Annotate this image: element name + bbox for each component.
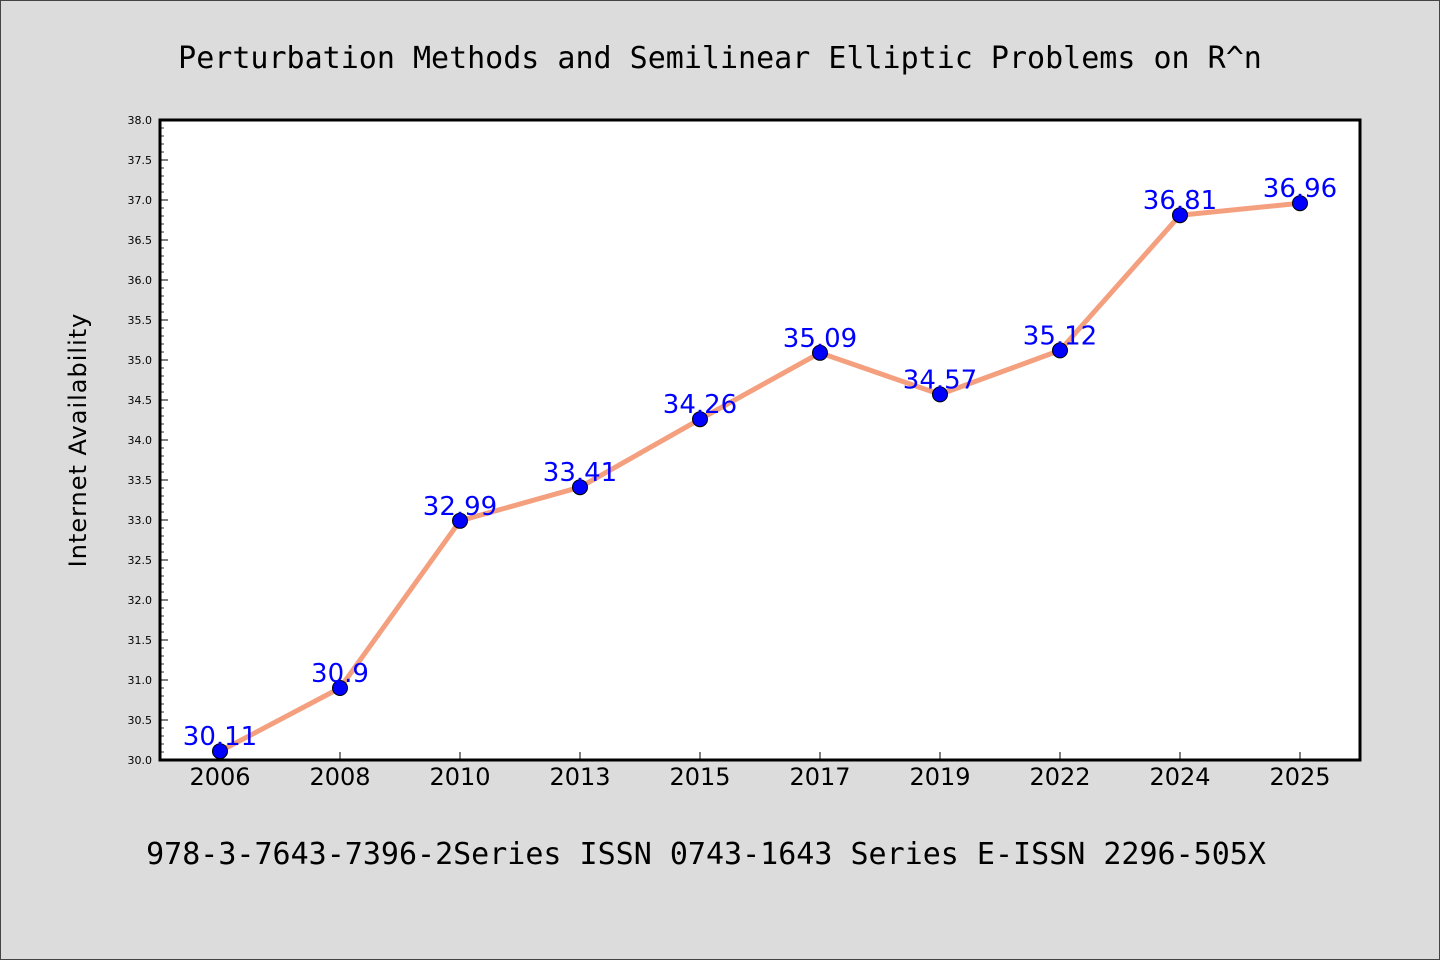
chart-title: Perturbation Methods and Semilinear Elli… (178, 41, 1262, 76)
x-tick-label: 2019 (909, 763, 970, 791)
y-tick-label: 35.0 (128, 354, 153, 367)
data-label: 32.99 (423, 492, 497, 522)
data-label: 35.12 (1023, 321, 1097, 351)
data-point (452, 512, 468, 529)
data-label: 30.11 (183, 722, 257, 752)
y-tick-label: 33.5 (128, 474, 153, 487)
data-label: 33.41 (543, 458, 617, 488)
data-point (332, 680, 348, 696)
x-tick-label: 2013 (549, 763, 610, 791)
x-tick-label: 2015 (669, 763, 730, 791)
y-tick-label: 30.5 (128, 714, 153, 727)
x-tick-label: 2025 (1269, 763, 1330, 791)
x-tick-label: 2022 (1029, 763, 1090, 791)
footer-text: 978-3-7643-7396-2Series ISSN 0743-1643 S… (146, 837, 1266, 872)
x-tick-label: 2017 (789, 763, 850, 791)
y-tick-label: 31.0 (128, 674, 153, 687)
x-tick-label: 2010 (429, 763, 490, 791)
y-tick-label: 36.0 (128, 274, 153, 287)
series-line (217, 200, 1303, 754)
x-tick-label: 2006 (189, 763, 250, 791)
data-label: 36.96 (1263, 174, 1337, 204)
data-point (812, 344, 828, 361)
x-tick-label: 2008 (309, 763, 370, 791)
data-label: 34.57 (903, 365, 977, 395)
data-label: 34.26 (663, 390, 737, 420)
data-point (1172, 207, 1188, 224)
x-axis-ticks: 2006 2008 2010 2013 2015 2017 2019 2022 2024 2025 (189, 752, 1331, 791)
data-point (932, 386, 948, 403)
series-markers (212, 195, 1308, 760)
y-tick-label: 33.0 (128, 514, 153, 527)
y-tick-label: 37.0 (128, 194, 153, 207)
y-tick-label: 32.5 (128, 554, 153, 567)
data-point (692, 411, 708, 428)
data-label: 30.9 (311, 659, 369, 689)
plot-area (160, 120, 1360, 760)
y-tick-label: 30.0 (128, 754, 153, 767)
x-tick-label: 2024 (1149, 763, 1210, 791)
series-line-group (217, 200, 1303, 754)
data-point (1052, 342, 1068, 359)
y-tick-label: 37.5 (128, 154, 153, 167)
y-axis-label: Internet Availability (64, 313, 92, 568)
y-tick-label: 31.5 (128, 634, 153, 647)
y-axis-ticks: 30.0 30.5 31.0 31.5 32.0 32.5 33.0 33.5 34.0 34.5… (128, 114, 168, 767)
data-point (572, 479, 588, 496)
data-label: 35.09 (783, 324, 857, 354)
y-tick-label: 38.0 (128, 114, 153, 127)
plot-frame (158, 118, 1362, 762)
y-tick-label: 34.5 (128, 394, 153, 407)
y-tick-label: 32.0 (128, 594, 153, 607)
data-labels: 30.11 30.9 32.99 33.41 34.26 35.09 34.57 35.12 3… (183, 174, 1337, 752)
data-point (1292, 195, 1308, 212)
y-tick-label: 36.5 (128, 234, 153, 247)
y-tick-label: 34.0 (128, 434, 153, 447)
data-label: 36.81 (1143, 186, 1217, 216)
y-tick-label: 35.5 (128, 314, 153, 327)
